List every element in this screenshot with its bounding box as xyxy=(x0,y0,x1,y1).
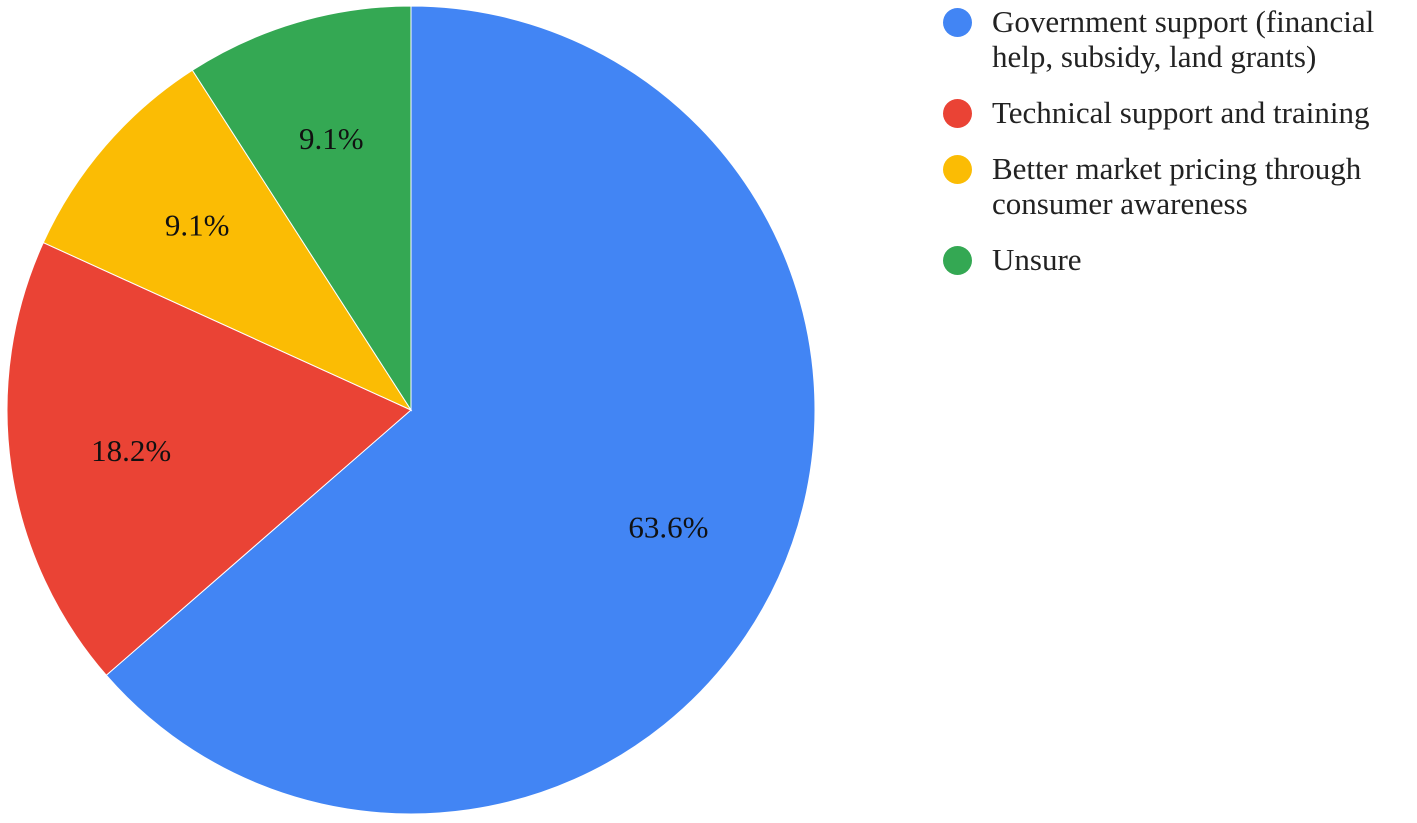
pie-slice-label-1: 18.2% xyxy=(91,433,171,468)
pie-slices xyxy=(6,5,816,815)
legend-label: Government support (financial help, subs… xyxy=(992,4,1375,74)
legend-item-government-support[interactable]: Government support (financial help, subs… xyxy=(940,4,1410,74)
legend-swatch xyxy=(943,246,972,275)
pie-slice-label-3: 9.1% xyxy=(299,121,364,156)
pie-slice-label-0: 63.6% xyxy=(628,510,708,545)
legend-label: Better market pricing through consumer a… xyxy=(992,151,1362,221)
pie-slice-1[interactable] xyxy=(6,241,412,676)
pie-slice-2[interactable] xyxy=(42,69,413,412)
legend-label: Technical support and training xyxy=(992,95,1370,130)
legend-item-unsure[interactable]: Unsure xyxy=(940,242,1410,277)
pie-slice-3[interactable] xyxy=(191,5,412,412)
pie-slice-labels: 63.6% 18.2% 9.1% 9.1% xyxy=(91,121,708,545)
pie-slice-label-2: 9.1% xyxy=(165,207,230,242)
legend-item-better-market-pricing[interactable]: Better market pricing through consumer a… xyxy=(940,151,1410,221)
legend-swatch xyxy=(943,155,972,184)
legend-swatch xyxy=(943,8,972,37)
legend-label: Unsure xyxy=(992,242,1082,277)
pie-slice-0[interactable] xyxy=(105,5,816,815)
legend-swatch xyxy=(943,99,972,128)
legend-item-technical-support[interactable]: Technical support and training xyxy=(940,95,1410,130)
legend: Government support (financial help, subs… xyxy=(940,4,1410,298)
